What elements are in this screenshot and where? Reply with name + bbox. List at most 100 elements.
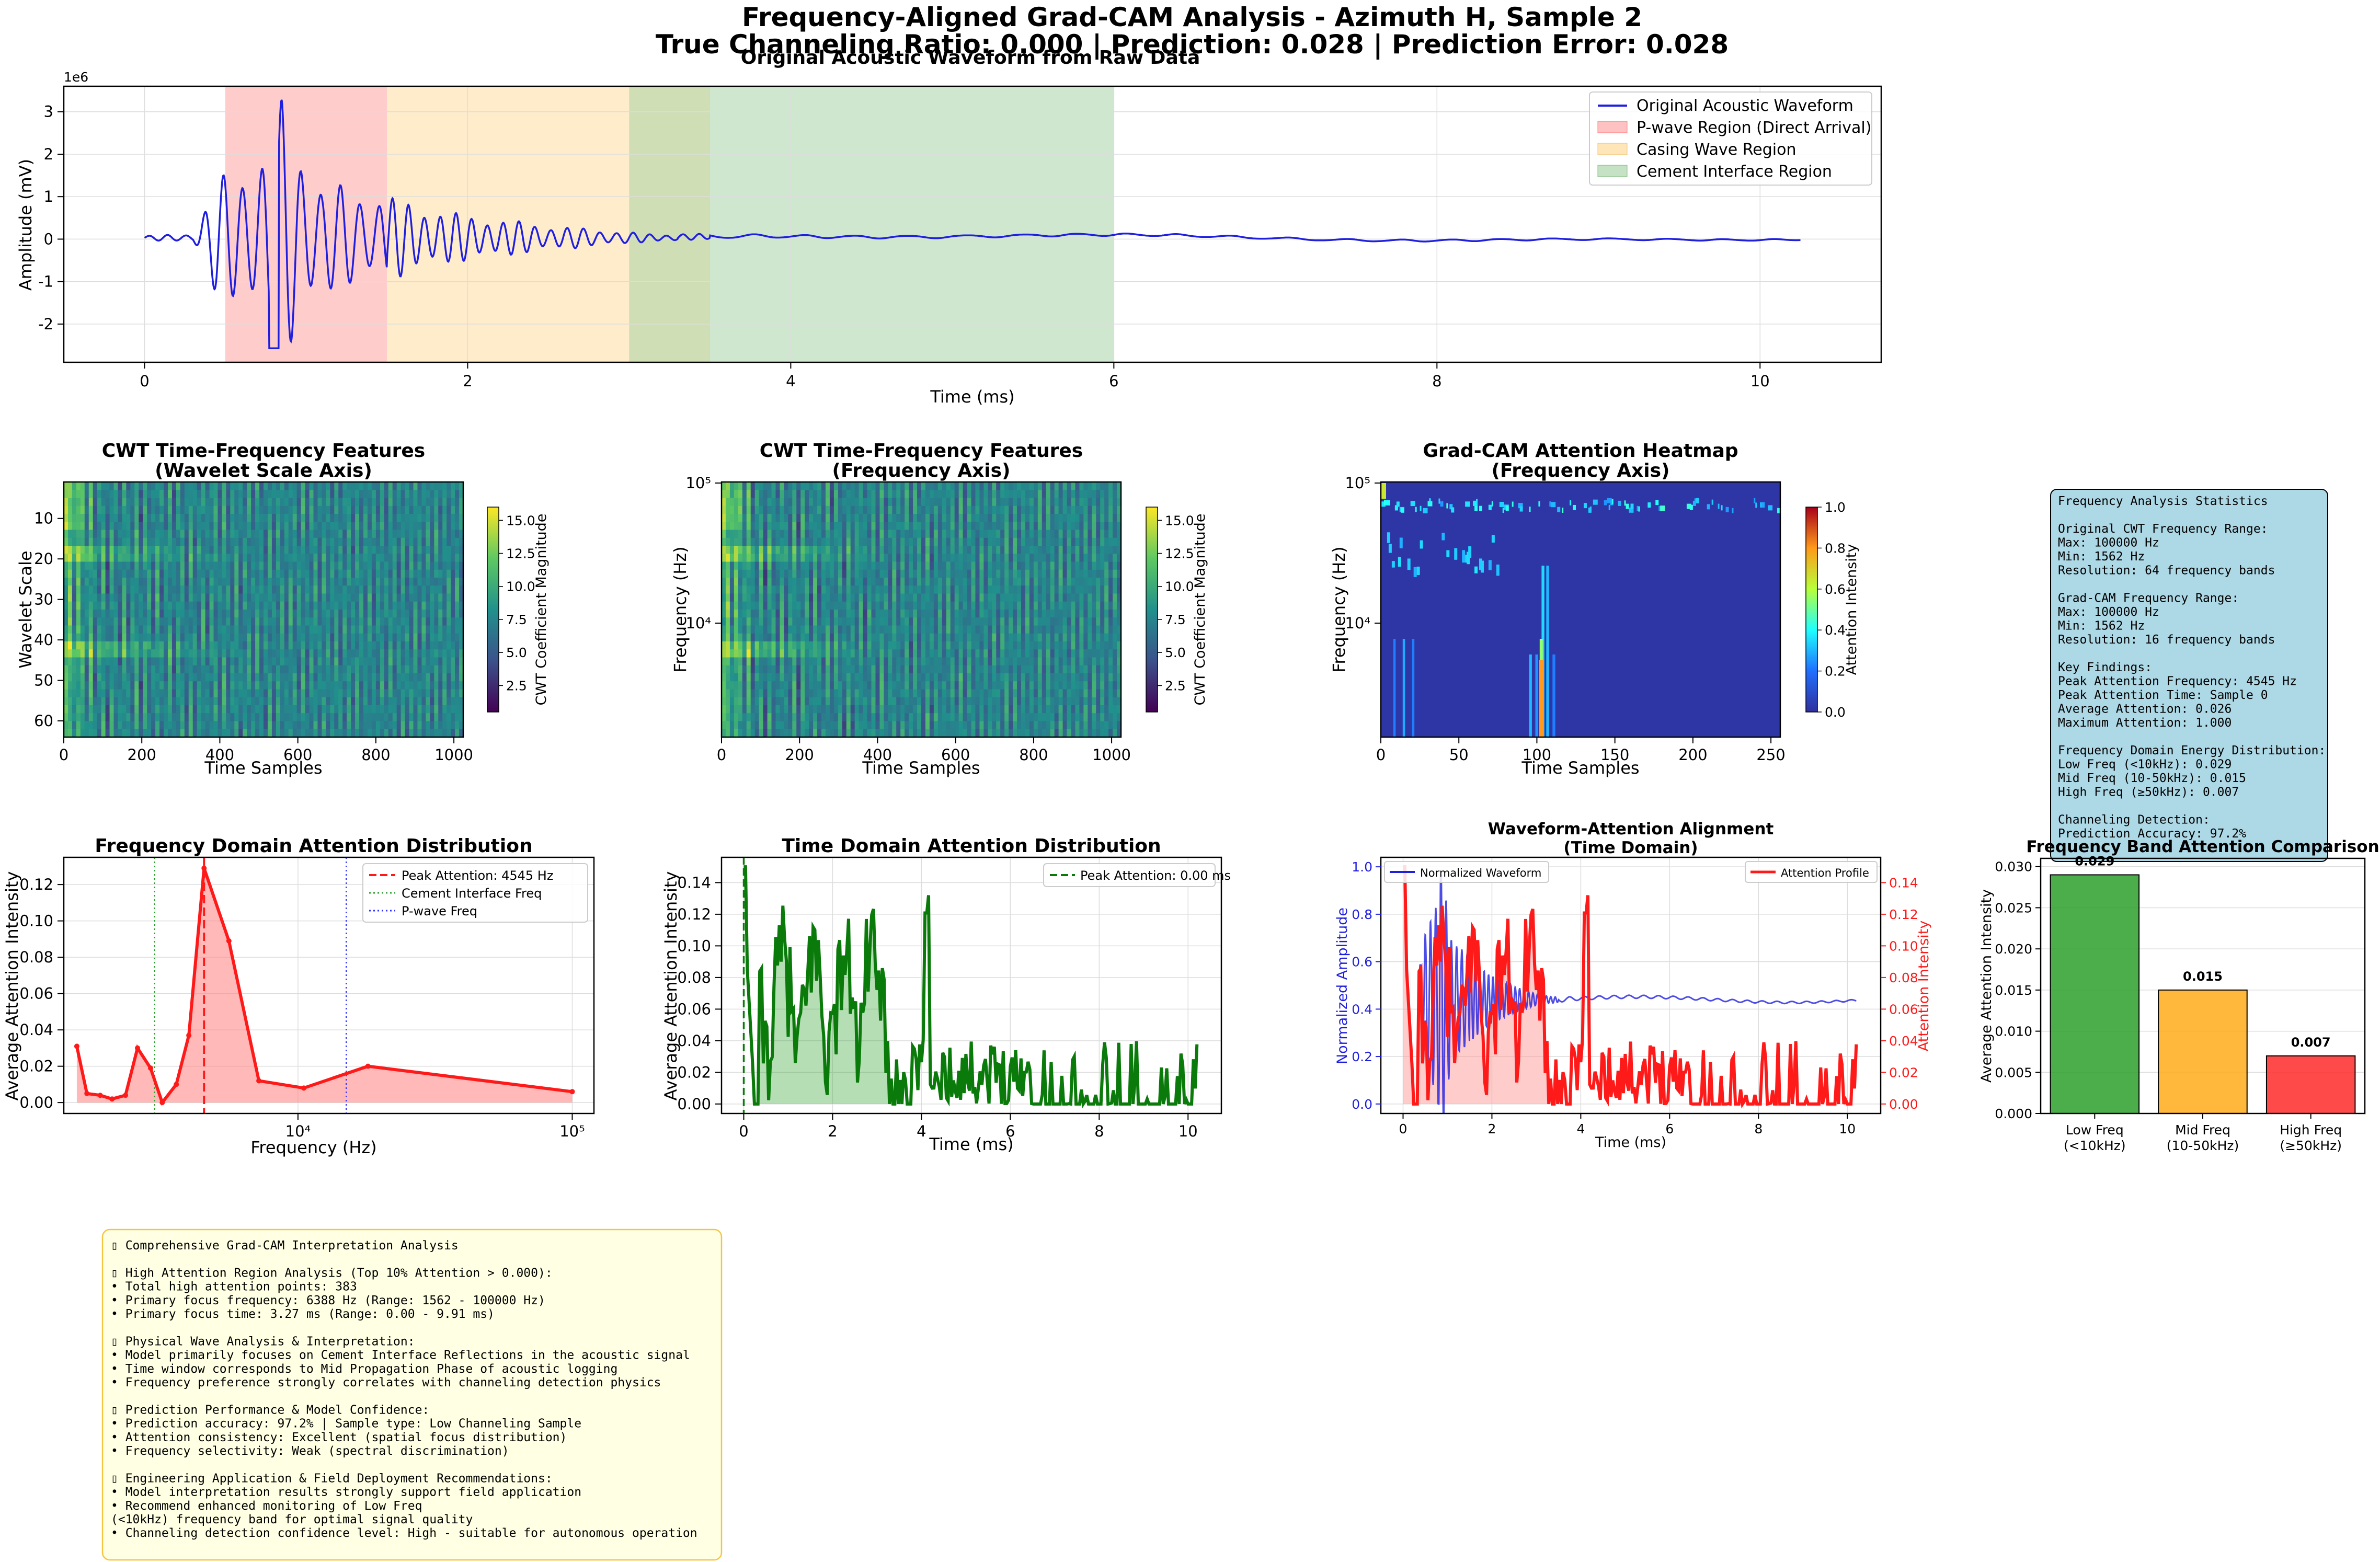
cwt-scale-heatmap-cell	[438, 482, 443, 490]
cwt-scale-heatmap-cell	[164, 569, 168, 578]
cwt-scale-heatmap-cell	[347, 585, 351, 594]
cwt-freq-heatmap-cell	[1009, 490, 1013, 499]
cwt-scale-heatmap-cell	[442, 665, 447, 674]
cwt-scale-heatmap-cell	[442, 530, 447, 538]
cwt-scale-heatmap-cell	[238, 681, 243, 690]
cwt-scale-heatmap-cell	[413, 713, 418, 722]
cwt-freq-heatmap-cell	[867, 593, 872, 602]
cwt-freq-heatmap-cell	[1000, 482, 1005, 490]
cwt-freq-heatmap-cell	[771, 610, 776, 618]
cwt-freq-heatmap-cell	[1104, 610, 1109, 618]
cwt-scale-heatmap-cell	[230, 673, 235, 682]
cwt-freq-heatmap-cell	[913, 554, 918, 562]
cwt-scale-heatmap-cell	[313, 554, 318, 562]
cwt-freq-heatmap-cell	[833, 601, 839, 610]
cwt-freq-heatmap-cell	[921, 537, 926, 546]
cwt-scale-heatmap-cell	[205, 569, 210, 578]
cwt-scale-heatmap-cell	[139, 585, 143, 594]
cwt-freq-heatmap-cell	[1013, 625, 1017, 634]
cwt-freq-heatmap-cell	[1088, 522, 1092, 531]
cwt-scale-heatmap-cell	[280, 578, 285, 586]
cwt-scale-heatmap-cell	[80, 585, 85, 594]
cwt-scale-heatmap-cell	[351, 697, 356, 706]
cwt-freq-heatmap-cell	[1000, 601, 1005, 610]
cwt-freq-heatmap-cell	[884, 625, 888, 634]
cwt-scale-heatmap-cell	[80, 729, 85, 737]
cwt-freq-heatmap-cell	[1062, 530, 1068, 538]
cwt-freq-heatmap-cell	[975, 554, 980, 562]
cwt-freq-heatmap-cell	[742, 530, 747, 538]
cwt-freq-heatmap-cell	[888, 522, 892, 531]
cwt-scale-heatmap-cell	[388, 617, 393, 626]
cwt-scale-heatmap-cell	[134, 665, 139, 674]
cwt-scale-heatmap-cell	[438, 713, 443, 722]
cwt-freq-heatmap-cell	[900, 601, 905, 610]
cwt-freq-heatmap-cell	[950, 617, 955, 626]
cwt-scale-heatmap-cell	[197, 482, 202, 490]
cwt-freq-heatmap-cell	[817, 537, 822, 546]
cwt-freq-heatmap-cell	[958, 537, 964, 546]
cwt-scale-heatmap-cell	[213, 546, 219, 554]
cwt-scale-heatmap-cell	[192, 490, 198, 499]
cwt-scale-heatmap-cell	[276, 498, 281, 507]
cwt-freq-heatmap-cell	[734, 522, 739, 531]
cwt-freq-heatmap-cell	[937, 546, 943, 554]
cwt-scale-heatmap-cell	[243, 522, 247, 531]
cwt-scale-heatmap-cell	[139, 537, 143, 546]
cwt-scale-heatmap-cell	[76, 530, 81, 538]
cwt-freq-heatmap-cell	[1033, 593, 1038, 602]
cwt-scale-heatmap-cell	[147, 649, 152, 658]
cwt-scale-heatmap-cell	[188, 593, 193, 602]
cwt-scale-ytick-label: 30	[34, 591, 53, 608]
cwt-freq-heatmap-cell	[950, 482, 955, 490]
cwt-scale-heatmap-cell	[226, 554, 231, 562]
cwt-scale-heatmap-cell	[255, 705, 260, 714]
cwt-scale-heatmap-cell	[392, 610, 397, 618]
cwt-scale-heatmap-cell	[271, 546, 277, 554]
cwt-freq-heatmap-cell	[784, 554, 788, 562]
cwt-scale-heatmap-cell	[288, 554, 293, 562]
cwt-scale-heatmap-cell	[259, 537, 264, 546]
cwt-scale-heatmap-cell	[109, 721, 115, 730]
cwt-scale-heatmap-cell	[247, 530, 251, 538]
cwt-freq-heatmap-cell	[942, 625, 947, 634]
cwt-freq-heatmap-cell	[1046, 482, 1051, 490]
cwt-scale-heatmap-cell	[155, 681, 160, 690]
cwt-scale-heatmap-cell	[347, 729, 351, 737]
cwt-scale-heatmap-cell	[230, 530, 235, 538]
cwt-scale-heatmap-cell	[147, 689, 152, 698]
cwt-scale-heatmap-cell	[359, 546, 364, 554]
cwt-freq-heatmap-cell	[963, 490, 968, 499]
cwt-scale-heatmap-cell	[201, 530, 206, 538]
cwt-freq-heatmap-cell	[788, 506, 793, 514]
cwt-scale-heatmap-cell	[64, 721, 68, 730]
cwt-scale-heatmap-cell	[396, 569, 402, 578]
cwt-scale-heatmap-cell	[84, 490, 89, 499]
cwt-scale-heatmap-cell	[442, 482, 447, 490]
cwt-scale-heatmap-cell	[284, 537, 289, 546]
cwt-freq-heatmap-cell	[809, 530, 814, 538]
cwt-freq-heatmap-cell	[933, 498, 939, 507]
cwt-scale-heatmap-cell	[330, 705, 335, 714]
cwt-scale-heatmap-cell	[151, 569, 156, 578]
cwt-freq-heatmap-cell	[1104, 546, 1109, 554]
cwt-scale-heatmap-cell	[267, 530, 272, 538]
cwt-scale-heatmap-cell	[305, 569, 310, 578]
cwt-freq-heatmap-cell	[892, 601, 897, 610]
cwt-scale-heatmap-cell	[197, 649, 202, 658]
cwt-scale-heatmap-cell	[67, 657, 73, 666]
cwt-freq-heatmap-cell	[975, 578, 980, 586]
cwt-freq-heatmap-cell	[1058, 537, 1063, 546]
cwt-scale-heatmap-cell	[438, 585, 443, 594]
cwt-freq-heatmap-cell	[1029, 554, 1034, 562]
cwt-scale-heatmap-cell	[251, 578, 256, 586]
cwt-scale-heatmap-cell	[213, 530, 219, 538]
cwt-scale-heatmap-cell	[409, 673, 414, 682]
cwt-scale-heatmap-cell	[288, 721, 293, 730]
cwt-freq-heatmap-cell	[725, 601, 730, 610]
cwt-freq-heatmap-cell	[809, 561, 814, 570]
cwt-scale-heatmap-cell	[459, 705, 463, 714]
cwt-scale-heatmap-cell	[159, 625, 164, 634]
cwt-freq-heatmap-cell	[1000, 498, 1005, 507]
cwt-freq-heatmap-cell	[1025, 530, 1030, 538]
